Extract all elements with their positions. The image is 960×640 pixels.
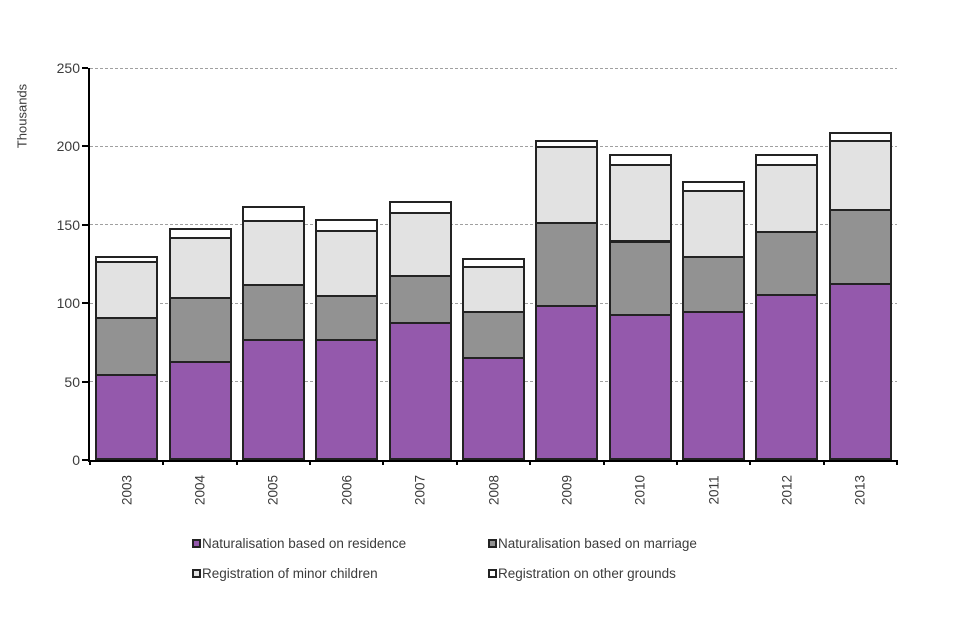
legend-item: Naturalisation based on marriage: [488, 536, 697, 551]
x-tick-label: 2007: [412, 474, 428, 506]
bar-segment-2013: [828, 140, 892, 212]
x-axis-tick: [822, 460, 825, 465]
x-axis-tick: [896, 460, 898, 465]
bar-segment-2009: [535, 304, 599, 460]
x-axis-tick: [382, 460, 385, 465]
bar-segment-2004: [168, 227, 232, 240]
bar-segment-2009: [535, 221, 599, 307]
bar-segment-2006: [315, 295, 379, 342]
legend-item: Naturalisation based on residence: [192, 536, 488, 551]
gridline-250: [90, 67, 897, 69]
bar-segment-2010: [608, 314, 672, 460]
bar-segment-2006: [315, 218, 379, 232]
bar-segment-2012: [755, 293, 819, 460]
y-axis-tick: [82, 145, 88, 148]
bar-segment-2007: [388, 322, 452, 460]
bar-segment-2008: [462, 311, 525, 359]
bar-segment-2003: [95, 260, 159, 320]
x-tick-label: 2010: [632, 474, 648, 506]
legend-item: Registration on other grounds: [488, 566, 697, 581]
bar-segment-2006: [315, 229, 379, 298]
bar-segment-2004: [168, 296, 232, 364]
bar-segment-2011: [682, 311, 746, 460]
x-axis-tick: [455, 460, 458, 465]
x-tick-label: 2006: [339, 474, 355, 506]
bar-segment-2011: [682, 190, 746, 259]
bar-segment-2010: [608, 163, 672, 243]
legend-label: Registration of minor children: [202, 566, 378, 581]
x-axis-tick: [675, 460, 678, 465]
x-tick-label: 2013: [852, 474, 868, 506]
bar-segment-2007: [388, 275, 452, 325]
bar-segment-2007: [388, 212, 452, 277]
bar-segment-2010: [608, 154, 672, 166]
y-tick-label: 150: [56, 216, 80, 233]
bar-segment-2005: [241, 206, 305, 223]
bar-segment-2006: [315, 339, 379, 460]
x-axis-tick: [529, 460, 532, 465]
legend-marker-icon: [488, 539, 497, 548]
bar-segment-2012: [755, 154, 819, 166]
x-axis-tick: [89, 460, 91, 465]
y-axis-tick: [82, 459, 88, 461]
legend-item: Registration of minor children: [192, 566, 488, 581]
plot-area: 0 50 100 150 200 250 2003 2004 2005 2006 2007 2008 2…: [57, 60, 898, 505]
bar-segment-2009: [535, 146, 599, 224]
bar-segment-2011: [682, 256, 746, 314]
y-tick-label: 0: [72, 452, 80, 468]
gridline-200: [90, 145, 897, 147]
y-axis-tick: [82, 380, 88, 383]
bar-segment-2010: [608, 240, 672, 317]
x-tick-label: 2004: [192, 474, 208, 506]
bar-segment-2011: [682, 180, 746, 193]
legend-marker-icon: [192, 539, 201, 548]
y-axis-tick: [82, 302, 88, 305]
y-tick-label: 50: [64, 373, 80, 390]
bar-segment-2013: [828, 209, 892, 285]
bar-segment-2004: [168, 237, 232, 299]
bar-segment-2005: [241, 284, 305, 342]
x-tick-label: 2003: [119, 474, 135, 506]
x-axis-tick: [235, 460, 238, 465]
legend-marker-icon: [192, 569, 201, 578]
bar-segment-2008: [462, 356, 525, 460]
x-tick-label: 2011: [706, 475, 722, 505]
bar-segment-2005: [241, 339, 305, 460]
y-axis-tick: [82, 67, 88, 69]
y-axis-tick: [82, 223, 88, 226]
bar-segment-2012: [755, 163, 819, 234]
x-axis-tick: [309, 460, 312, 465]
x-axis-tick: [602, 460, 605, 465]
bar-segment-2008: [462, 257, 525, 268]
y-axis-title: Thousands: [14, 83, 30, 149]
legend-marker-icon: [488, 569, 497, 578]
bar-segment-2012: [755, 231, 819, 296]
bar-segment-2003: [95, 317, 159, 376]
bar-segment-2008: [462, 265, 525, 314]
x-tick-label: 2005: [265, 474, 281, 506]
legend-label: Naturalisation based on residence: [202, 536, 407, 551]
y-tick-label: 200: [56, 138, 80, 155]
bar-segment-2007: [388, 201, 452, 215]
bar-segment-2003: [95, 373, 159, 460]
x-tick-label: 2008: [486, 474, 501, 506]
y-tick-label: 100: [56, 295, 80, 312]
bar-segment-2013: [828, 282, 892, 460]
bar-segment-2005: [241, 220, 305, 287]
bar-segment-2003: [95, 256, 159, 263]
gridline-150: [90, 224, 897, 226]
legend-label: Naturalisation based on marriage: [498, 536, 697, 551]
x-axis-tick: [162, 460, 165, 465]
x-tick-label: 2009: [559, 474, 575, 506]
bar-segment-2009: [535, 140, 599, 149]
bar-segment-2004: [168, 361, 232, 460]
legend: Naturalisation based on residence Natural…: [192, 536, 697, 581]
y-tick-label: 250: [56, 60, 80, 76]
legend-label: Registration on other grounds: [498, 566, 676, 581]
x-tick-label: 2012: [779, 474, 795, 506]
x-axis-tick: [749, 460, 752, 465]
bar-segment-2013: [828, 132, 892, 143]
